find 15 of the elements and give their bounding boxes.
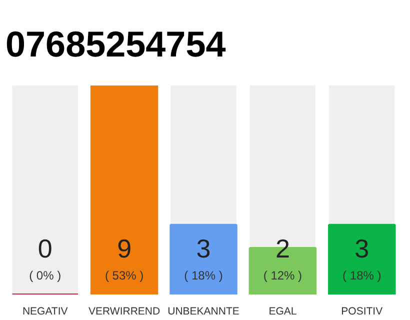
data-label: 0: [38, 234, 52, 264]
x-tick-label: VERWIRREND: [88, 306, 160, 318]
data-label: 9: [117, 234, 132, 264]
data-label: 3: [196, 234, 211, 264]
x-tick-label: UNBEKANNTE: [168, 306, 240, 318]
annotation: ( 53% ): [104, 268, 144, 283]
annotation: ( 0% ): [29, 268, 62, 283]
annotation: ( 12% ): [263, 268, 302, 283]
annotation: ( 18% ): [342, 268, 382, 283]
annotation: ( 18% ): [184, 268, 223, 283]
x-tick-label: NEGATIV: [22, 306, 68, 318]
x-tick-label: EGAL: [268, 306, 297, 318]
data-label: 3: [354, 234, 370, 264]
x-tick-label: POSITIV: [341, 306, 383, 318]
chart-title: 07685254754: [6, 24, 226, 64]
